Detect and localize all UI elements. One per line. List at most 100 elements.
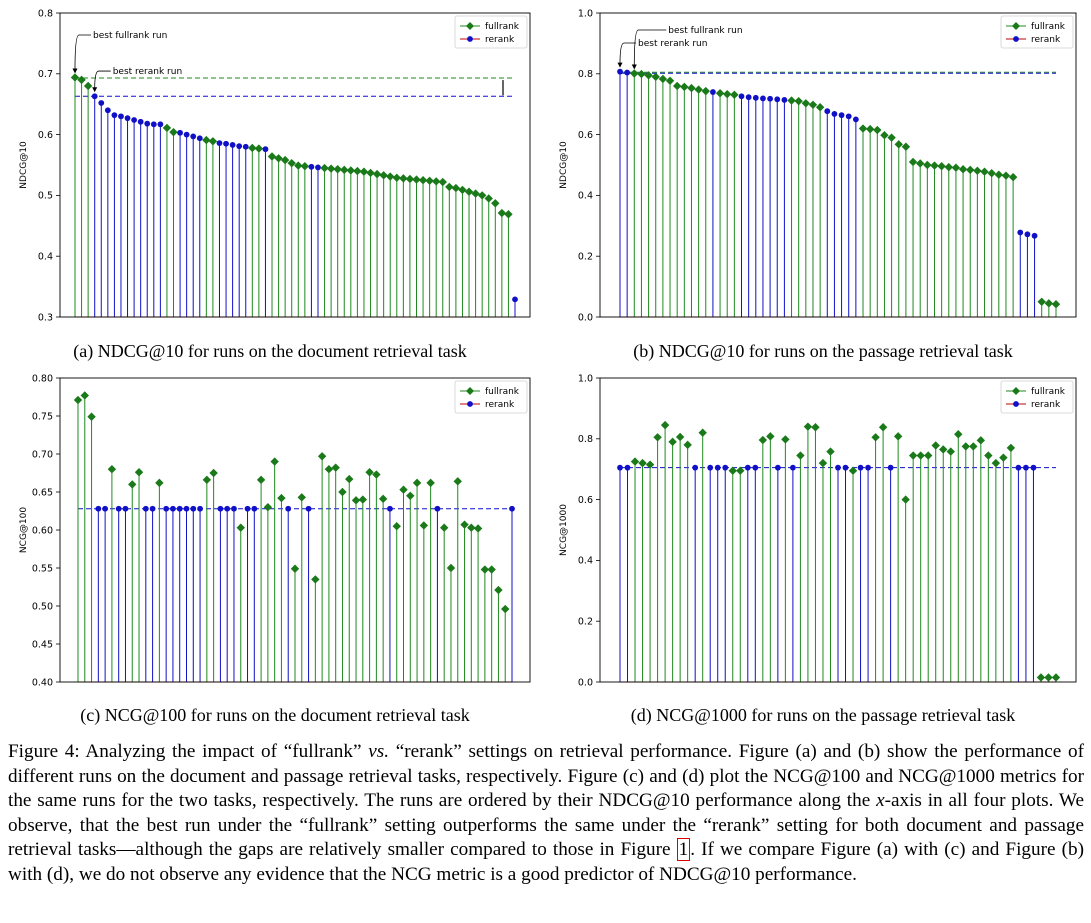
chart-b-rerank-marker [710,89,716,95]
chart-b-legend-rerank-label: rerank [1031,35,1061,45]
chart-b-fullrank-marker [694,85,703,94]
chart-c-fullrank-marker [290,564,300,573]
chart-a-rerank-marker [131,117,138,123]
chart-panel-d: 0.0 0.2 0.4 0.6 0.8 1.0 NCG@1000 fullrank rerank [550,362,1091,702]
chart-c-fullrank-marker [473,524,483,533]
chart-b-fullrank-marker [680,82,689,92]
chart-c-ytick-label: 0.45 [32,639,53,650]
chart-a-fullrank-marker [392,173,401,182]
chart-b-fullrank-marker [894,140,903,149]
chart-c-ytick-label: 0.40 [32,677,53,688]
chart-b-fullrank-marker [1044,299,1054,308]
chart-d-fullrank-marker [946,447,955,456]
chart-a-rerank-marker [177,129,183,136]
chart-a-rerank-marker [118,113,124,120]
chart-d-legend-rerank-marker [1013,401,1019,407]
chart-c-rerank-marker [509,505,515,512]
chart-c-rerank-marker [434,505,441,512]
chart-c-fullrank-marker [107,465,117,474]
chart-b-fullrank-marker [787,96,796,105]
chart-d-fullrank-marker [818,458,828,468]
chart-b-ytick-label: 0.4 [578,191,593,202]
chart-b-rerank-marker [767,95,773,102]
chart-d-rerank-marker [722,464,729,471]
chart-d-rerank-marker [887,464,894,471]
chart-b-fullrank-marker [908,157,918,167]
chart-d-fullrank-marker [961,442,970,451]
chart-d-fullrank-marker [1051,673,1061,682]
chart-a-ytick: 0.6 [38,130,60,141]
chart-b-fullrank-marker [980,167,989,176]
chart-b-rerank-marker [1017,229,1024,236]
chart-a-fullrank-marker [464,187,474,196]
chart-a-rerank-marker [137,118,144,125]
chart-c-ytick: 0.50 [32,601,60,612]
chart-c-ytick: 0.75 [32,411,60,422]
chart-a-fullrank-marker [254,144,264,153]
chart-c-fullrank-marker [501,604,510,614]
chart-d-fullrank-marker [939,445,948,454]
chart-a-fullrank-marker [248,143,257,153]
chart-c-ytick-label: 0.50 [32,601,53,612]
chart-a-fullrank-marker [484,194,493,203]
chart-b-legend: fullrank rerank [1000,15,1074,49]
chart-a-fullrank-marker [169,127,178,137]
chart-b-fullrank-marker [730,90,739,99]
chart-c-rerank-marker [305,505,312,512]
caption-b: (b) NDCG@10 for runs on the passage retr… [633,341,1013,361]
chart-a-rerank-marker [91,93,98,100]
chart-d-legend: fullrank rerank [1000,380,1074,414]
chart-d-frame [599,377,1077,683]
chart-d-fullrank-marker [1036,673,1046,682]
chart-c-legend-box [454,380,528,414]
chart-d-rerank-marker [865,464,871,471]
chart-c-rerank-marker [122,505,129,512]
chart-b-legend-box [1000,15,1074,49]
chart-d-ytick: 0.6 [578,495,600,506]
chart-b-fullrank-marker [808,100,818,110]
chart-b-fullrank-marker [672,81,682,91]
chart-d-legend-box [1000,380,1074,414]
chart-b-ytick-label: 0.2 [578,252,593,263]
chart-b-ytick-label: 0.8 [578,69,593,80]
chart-a-fullrank-marker [425,176,434,186]
chart-a-ytick: 0.3 [38,312,60,323]
chart-c-rerank-marker [163,505,170,512]
chart-d-fullrank-marker [984,451,993,460]
chart-a-ytick: 0.7 [38,69,60,80]
chart-c-ytick: 0.65 [32,487,60,498]
chart-a-fullrank-marker [202,135,211,145]
chart-a-rerank-marker [242,143,249,150]
chart-a-rerank-marker [308,163,315,170]
chart-b-fullrank-marker [794,96,803,106]
chart-a-fullrank-marker [399,174,408,183]
chart-a-legend-fullrank-label: fullrank [485,22,520,32]
chart-c-rerank-marker [244,505,251,512]
chart-b-fullrank-marker [665,76,675,85]
chart-a-fullrank-marker [359,167,369,176]
chart-a-rerank-marker [229,142,236,148]
chart-b-fullrank-marker [973,166,982,175]
chart-a-fullrank-marker [471,189,480,198]
chart-c-fullrank-marker [73,395,83,405]
chart-c-rerank-marker [231,505,237,512]
chart-b-rerank-marker [824,108,831,115]
chart-a-fullrank-marker [366,168,375,178]
chart-b-rerank-marker [845,113,852,120]
figure-ref-link[interactable]: 1 [676,838,691,861]
chart-c-fullrank-marker [372,470,381,479]
chart-panel-c: 0.40 0.45 0.50 0.55 0.60 0.65 0.70 0.75 0.80 NCG@… [0,362,545,702]
chart-a-rerank-marker [216,140,223,147]
chart-b-fullrank-marker [873,125,882,135]
chart-b-frame [599,12,1077,318]
figure-caption: Figure 4: Analyzing the impact of “fullr… [8,740,1084,887]
chart-d-fullrank-marker [976,436,986,445]
chart-c-legend: fullrank rerank [454,380,528,414]
chart-d-fullrank-marker [766,432,775,441]
chart-c-ytick-label: 0.60 [32,525,53,536]
chart-a-rerank-marker [144,120,151,127]
chart-a-legend: fullrank rerank [454,15,528,49]
chart-d-fullrank-marker [796,451,805,460]
chart-b-annotation-arrowhead [617,62,623,68]
chart-a-fullrank-marker [320,163,329,173]
